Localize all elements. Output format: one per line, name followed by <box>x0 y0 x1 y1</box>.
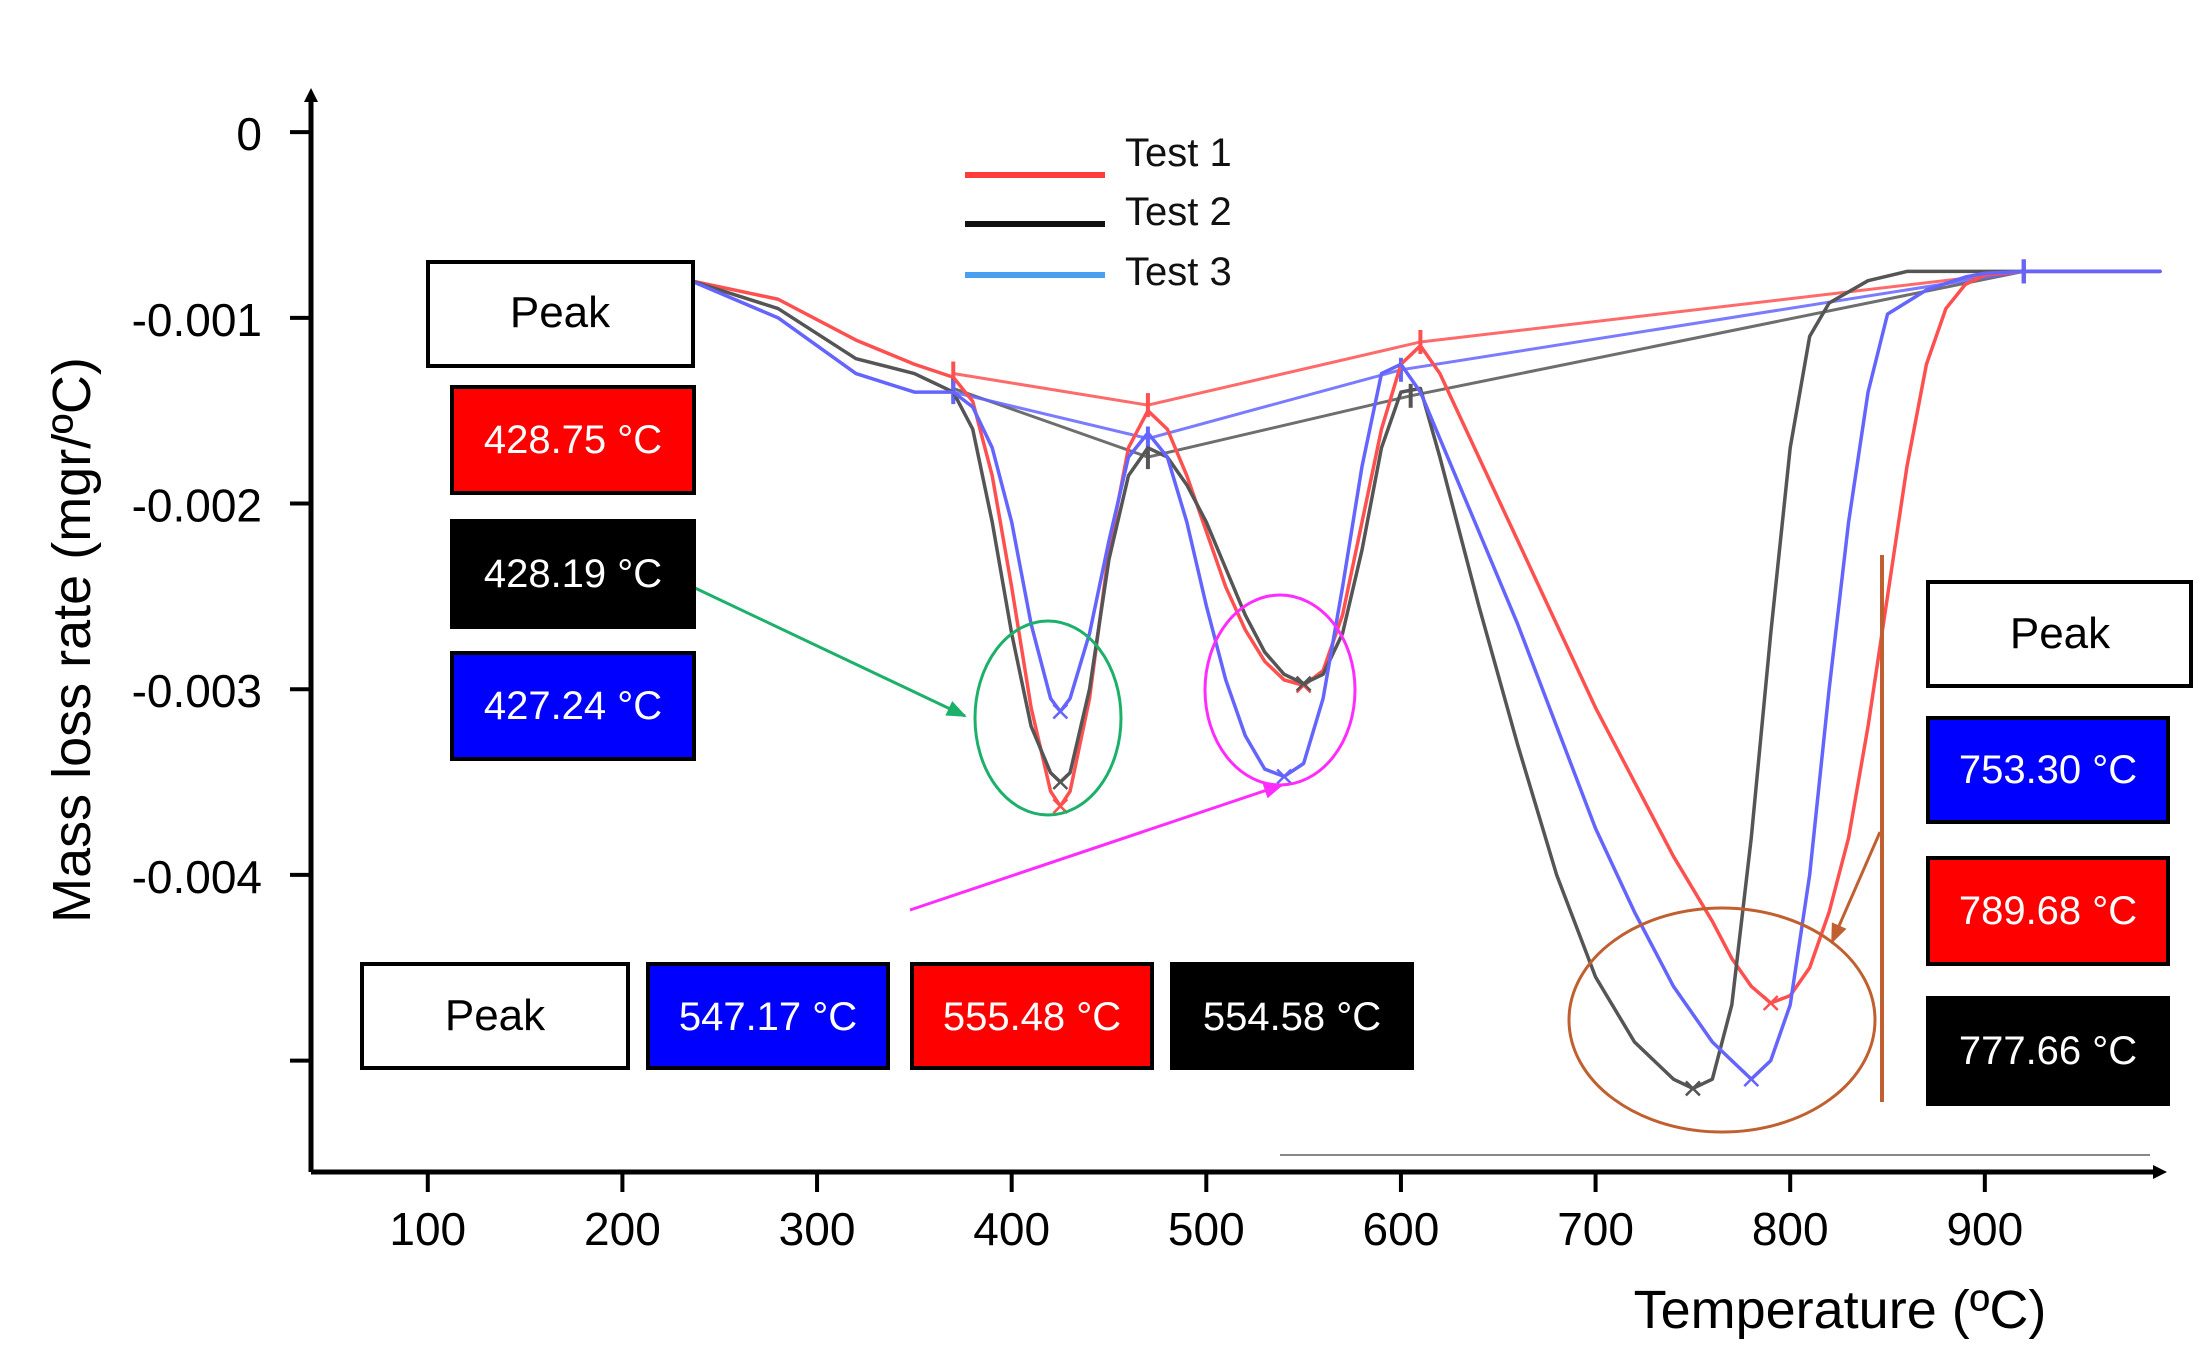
peak-ellipse-brown <box>1567 906 1877 1134</box>
peak-value-test-2: 554.58 °C <box>1203 995 1381 1039</box>
peak-box-test-3 <box>1926 716 2170 824</box>
peak-group-3: Peak 753.30 °C 789.68 °C 777.66 °C <box>1926 580 2193 1106</box>
peak-header-box <box>1926 580 2193 688</box>
arrow-brown <box>1830 831 1882 944</box>
series-line-test-1 <box>688 269 2162 1005</box>
y-axis-label: Mass loss rate (mgr/ºC) <box>42 357 102 923</box>
x-axis-ticks: 100 200 300 400 500 600 700 800 900 <box>389 1172 2023 1255</box>
peak-marker-test-3 <box>1743 1071 1760 1088</box>
legend-label-test-3: Test 3 <box>1125 250 1232 294</box>
x-tick-label: 900 <box>1946 1203 2023 1255</box>
peak-group-2: Peak 547.17 °C 555.48 °C 554.58 °C <box>360 962 1414 1070</box>
legend-label-test-1: Test 1 <box>1125 131 1232 175</box>
peak-box-test-2 <box>1926 996 2170 1106</box>
peak-marker-test-1 <box>1762 995 1779 1011</box>
series-line-test-2 <box>688 269 2162 1091</box>
peak-value-test-1: 428.75 °C <box>484 418 662 462</box>
x-tick-label: 400 <box>973 1203 1050 1255</box>
peak-box-test-1 <box>1926 856 2170 966</box>
peak-header-box <box>360 962 630 1070</box>
peak-header-box <box>426 260 695 368</box>
x-tick-label: 600 <box>1363 1203 1440 1255</box>
baseline-test-2 <box>952 269 2025 459</box>
x-tick-label: 100 <box>389 1203 466 1255</box>
x-tick-label: 200 <box>584 1203 661 1255</box>
peak-box-test-1 <box>910 962 1154 1070</box>
y-tick-label: 0 <box>236 108 262 160</box>
x-axis-label: Temperature (ºC) <box>1634 1280 2047 1340</box>
peak-value-test-1: 789.68 °C <box>1959 889 2137 933</box>
series-line-test-3 <box>688 269 2162 1081</box>
y-tick-label: -0.004 <box>132 851 262 903</box>
peak-box-test-3 <box>450 651 696 761</box>
peak-header-label: Peak <box>445 991 546 1040</box>
peak-marker-test-2 <box>1295 675 1312 692</box>
peak-box-test-2 <box>450 519 696 629</box>
x-tick-label: 700 <box>1557 1203 1634 1255</box>
arrow-green <box>694 586 967 718</box>
peak-group-1: Peak 428.75 °C 428.19 °C 427.24 °C <box>426 260 696 761</box>
arrow-magenta <box>909 783 1284 912</box>
x-tick-label: 300 <box>779 1203 856 1255</box>
legend: Test 1 Test 2 Test 3 <box>965 131 1232 294</box>
y-tick-label: -0.001 <box>132 294 262 346</box>
peak-header-label: Peak <box>510 288 611 337</box>
peak-box-test-2 <box>1170 962 1414 1070</box>
peak-value-test-2: 777.66 °C <box>1959 1029 2137 1073</box>
peak-box-test-3 <box>646 962 890 1070</box>
peak-ellipse-green <box>973 619 1123 817</box>
peak-marker-test-3 <box>1052 703 1069 720</box>
baseline-segments <box>951 259 2026 470</box>
peak-value-test-1: 555.48 °C <box>943 995 1121 1039</box>
peak-value-test-2: 428.19 °C <box>484 552 662 596</box>
peak-value-test-3: 427.24 °C <box>484 684 662 728</box>
peak-value-test-3: 753.30 °C <box>1959 748 2137 792</box>
y-tick-label: -0.002 <box>132 480 262 532</box>
peak-header-label: Peak <box>2010 609 2111 658</box>
baseline-test-3 <box>952 269 2024 441</box>
y-tick-label: -0.003 <box>132 665 262 717</box>
x-tick-label: 500 <box>1168 1203 1245 1255</box>
peak-marker-test-2 <box>1052 774 1069 790</box>
peak-value-test-3: 547.17 °C <box>679 995 857 1039</box>
legend-label-test-2: Test 2 <box>1125 190 1232 234</box>
peak-marker-test-2 <box>1685 1080 1701 1097</box>
x-tick-label: 800 <box>1752 1203 1829 1255</box>
peak-box-test-1 <box>450 385 696 495</box>
y-axis-ticks: 0 -0.001 -0.002 -0.003 -0.004 <box>132 108 311 1063</box>
peak-marker-test-3 <box>1276 768 1293 785</box>
series-lines <box>688 269 2162 1097</box>
baseline-test-1 <box>953 269 2024 407</box>
